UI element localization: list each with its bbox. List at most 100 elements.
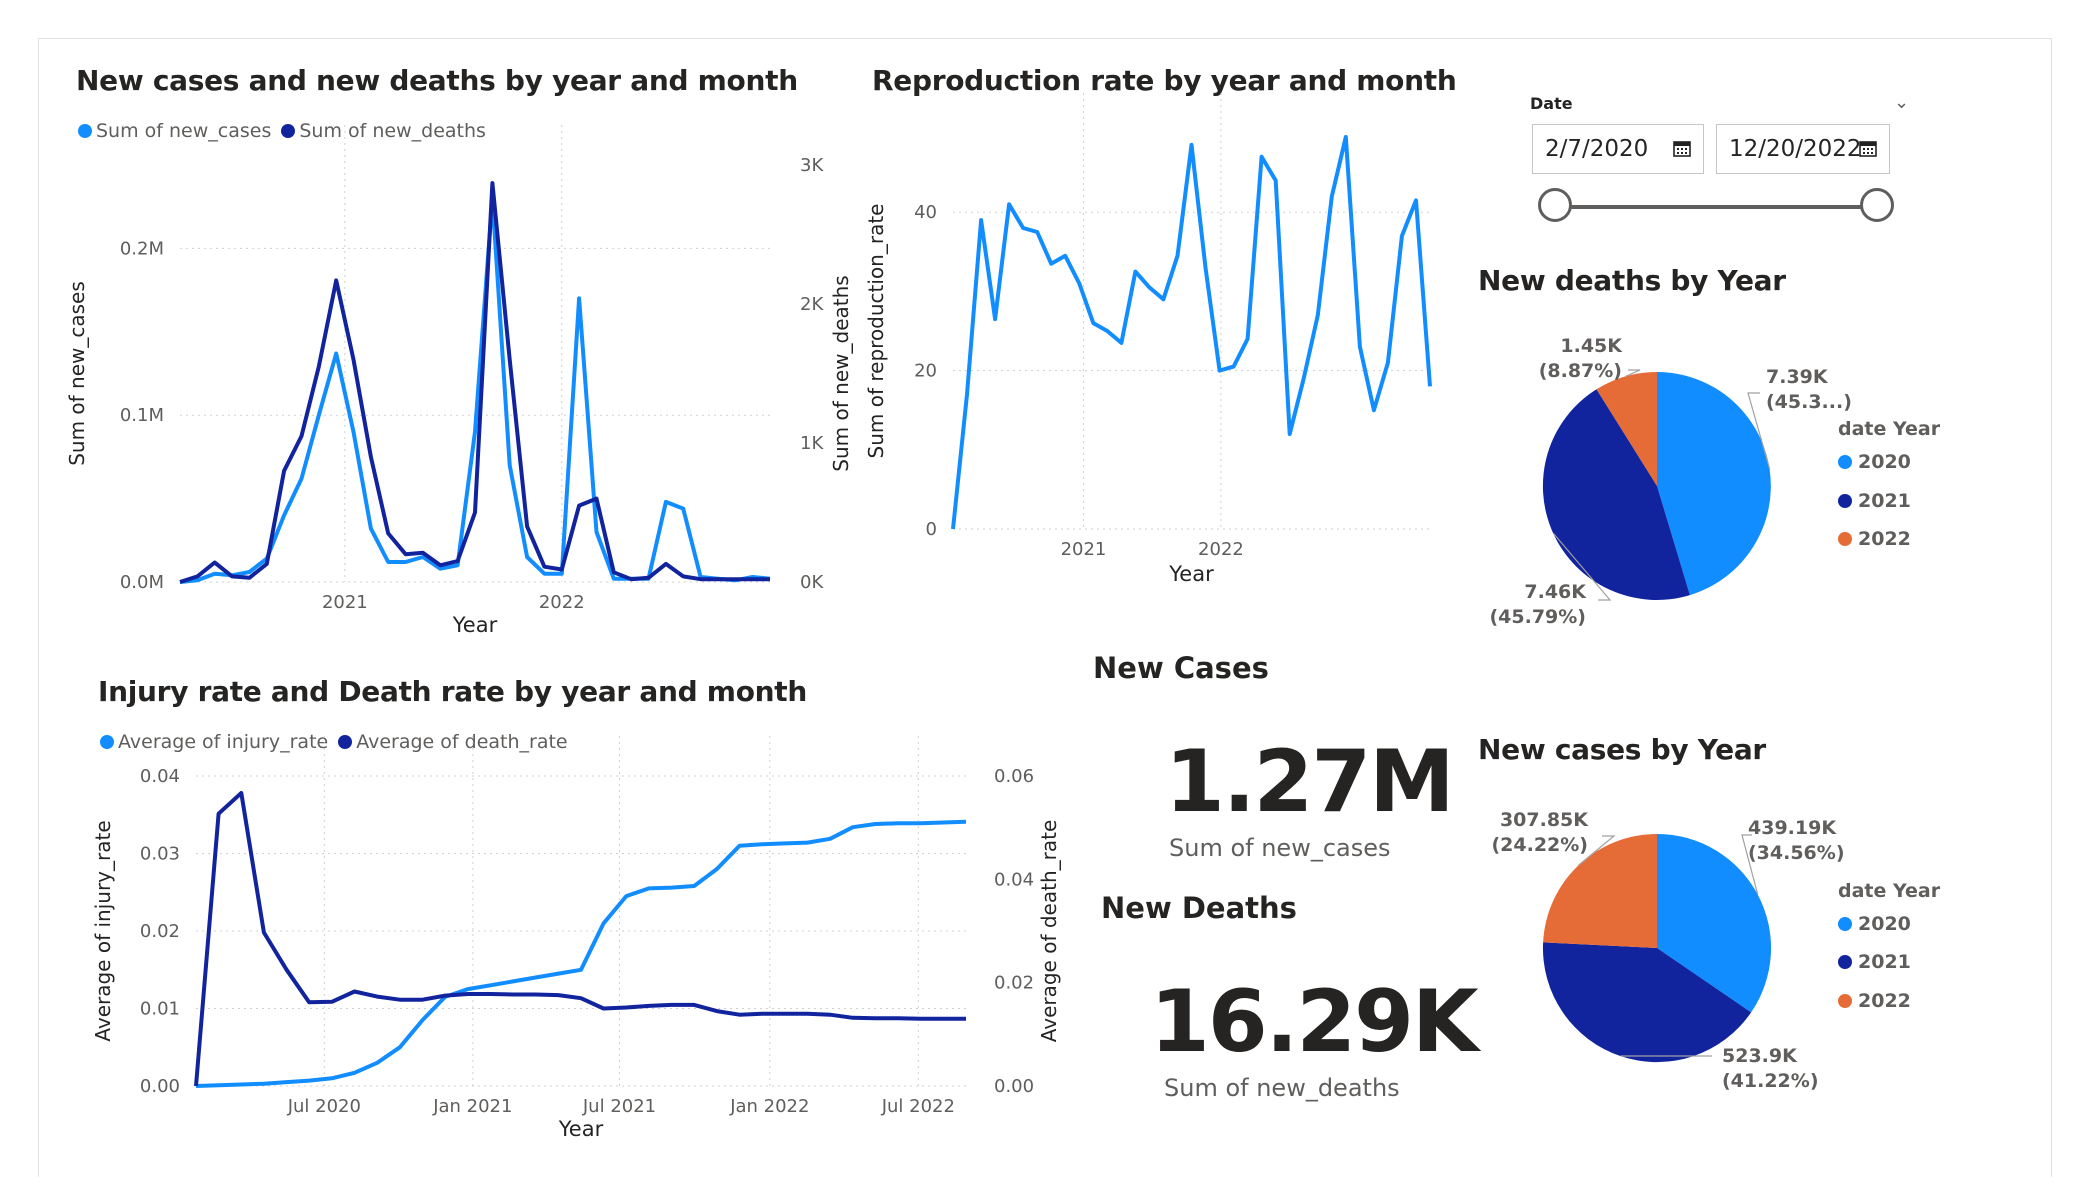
- card-title-new-cases: New Cases: [1093, 651, 1269, 685]
- pie-data-label: 307.85K: [1500, 809, 1589, 831]
- x-tick-label: 2022: [539, 592, 585, 613]
- x-tick-label: Jan 2022: [729, 1096, 809, 1117]
- pie-slice-2020: [1657, 372, 1771, 596]
- chart-title-reproduction: Reproduction rate by year and month: [872, 64, 1457, 97]
- x-tick-label: Jul 2020: [287, 1096, 361, 1117]
- y2-tick-label: 1K: [800, 433, 824, 454]
- card-value-new-deaths: 16.29K: [1150, 972, 1479, 1072]
- series-line-sum-of-new_cases: [179, 196, 771, 584]
- pie-legend-item-2021[interactable]: 2021: [1838, 490, 1911, 512]
- pie-legend-item-2020[interactable]: 2020: [1838, 451, 1911, 473]
- pie-legend-title: date Year: [1838, 418, 1941, 440]
- pie-data-label: 7.46K: [1524, 581, 1587, 603]
- report-canvas: [38, 38, 2052, 1177]
- y2-tick-label: 0K: [800, 572, 824, 593]
- y2-tick-label: 0.06: [994, 766, 1034, 787]
- y-tick-label: 20: [914, 361, 937, 382]
- legend-item-new-cases[interactable]: Sum of new_cases: [78, 120, 271, 142]
- y-axis-title: Sum of new_cases: [65, 281, 89, 466]
- y2-tick-label: 0.04: [994, 869, 1034, 890]
- calendar-icon[interactable]: [1859, 139, 1877, 157]
- end-date-input[interactable]: 12/20/2022: [1716, 124, 1890, 174]
- y2-axis-title: Sum of new_deaths: [829, 275, 853, 471]
- legend-item-injury-rate[interactable]: Average of injury_rate: [100, 731, 328, 753]
- x-tick-label: Jul 2021: [582, 1096, 656, 1117]
- y-tick-label: 0.2M: [120, 238, 164, 259]
- chart-title-cases-pie: New cases by Year: [1478, 733, 1766, 766]
- pie-legend-item-2021[interactable]: 2021: [1838, 951, 1911, 973]
- card-title-new-deaths: New Deaths: [1101, 891, 1297, 925]
- y2-tick-label: 0.02: [994, 973, 1034, 994]
- chart-title-cases-deaths: New cases and new deaths by year and mon…: [76, 64, 798, 97]
- slicer-title: Date: [1530, 94, 1573, 113]
- date-range-track[interactable]: [1555, 205, 1877, 209]
- y-tick-label: 0.0M: [120, 572, 164, 593]
- legend-cases-deaths[interactable]: Sum of new_cases Sum of new_deaths: [78, 120, 496, 142]
- pie-data-label-pct: (24.22%): [1491, 834, 1588, 856]
- x-tick-label: Jul 2022: [881, 1096, 955, 1117]
- pie-leader-line: [1552, 532, 1612, 601]
- x-tick-label: Jan 2021: [432, 1096, 512, 1117]
- y2-tick-label: 0.00: [994, 1076, 1034, 1097]
- pie-data-label-pct: (45.79%): [1489, 606, 1586, 628]
- series-line-average-of-death_rate: [194, 791, 966, 1087]
- pie-legend-title: date Year: [1838, 880, 1941, 902]
- y-tick-label: 0.04: [140, 766, 180, 787]
- x-tick-label: 2022: [1198, 539, 1244, 560]
- chart-title-rates: Injury rate and Death rate by year and m…: [98, 675, 807, 708]
- card-label-new-deaths: Sum of new_deaths: [1164, 1074, 1400, 1102]
- y-tick-label: 0.00: [140, 1076, 180, 1097]
- pie-leader-line: [1578, 835, 1616, 866]
- y-tick-label: 0.1M: [120, 405, 164, 426]
- date-range-end-handle[interactable]: [1860, 188, 1894, 222]
- pie-data-label-pct: (34.56%): [1748, 842, 1845, 864]
- end-date-value: 12/20/2022: [1729, 136, 1862, 162]
- y2-axis-title: Average of death_rate: [1037, 820, 1061, 1043]
- x-tick-label: 2021: [1061, 539, 1107, 560]
- x-axis-title: Year: [1168, 562, 1214, 586]
- pie-data-label-pct: (45.3...): [1766, 391, 1852, 413]
- start-date-value: 2/7/2020: [1545, 136, 1649, 162]
- legend-item-new-deaths[interactable]: Sum of new_deaths: [281, 120, 486, 142]
- pie-legend-item-2022[interactable]: 2022: [1838, 528, 1911, 550]
- series-line-sum-of-new_deaths: [179, 181, 770, 584]
- pie-legend-item-2022[interactable]: 2022: [1838, 990, 1911, 1012]
- start-date-input[interactable]: 2/7/2020: [1532, 124, 1704, 174]
- pie-slice-2020: [1657, 834, 1772, 1013]
- pie-slice-2021: [1542, 942, 1752, 1063]
- pie-slice-2021: [1542, 389, 1690, 600]
- y2-tick-label: 2K: [800, 294, 824, 315]
- x-axis-title: Year: [558, 1117, 604, 1141]
- y2-tick-label: 3K: [800, 155, 824, 176]
- pie-leader-line: [1747, 392, 1771, 470]
- pie-data-label-pct: (41.22%): [1722, 1070, 1819, 1092]
- chart-title-deaths-pie: New deaths by Year: [1478, 264, 1786, 297]
- y-tick-label: 0.03: [140, 844, 180, 865]
- calendar-icon[interactable]: [1673, 139, 1691, 157]
- y-axis-title: Sum of reproduction_rate: [864, 204, 888, 459]
- y-tick-label: 0.02: [140, 921, 180, 942]
- x-axis-title: Year: [452, 613, 498, 637]
- pie-data-label: 1.45K: [1560, 335, 1623, 357]
- y-tick-label: 0.01: [140, 999, 180, 1020]
- pie-data-label: 7.39K: [1766, 366, 1829, 388]
- card-label-new-cases: Sum of new_cases: [1169, 834, 1391, 862]
- pie-leader-line: [1625, 369, 1641, 377]
- date-range-start-handle[interactable]: [1538, 188, 1572, 222]
- pie-slice-2022: [1543, 833, 1657, 948]
- legend-rates[interactable]: Average of injury_rate Average of death_…: [100, 731, 578, 753]
- pie-legend-item-2020[interactable]: 2020: [1838, 913, 1911, 935]
- y-tick-label: 0: [926, 519, 937, 540]
- pie-slice-2022: [1596, 371, 1657, 486]
- pie-data-label: 439.19K: [1748, 817, 1837, 839]
- series-line-average-of-injury_rate: [195, 819, 967, 1088]
- legend-item-death-rate[interactable]: Average of death_rate: [338, 731, 568, 753]
- x-tick-label: 2021: [322, 592, 368, 613]
- pie-data-label-pct: (8.87%): [1539, 360, 1622, 382]
- series-line-reproduction-rate: [951, 135, 1432, 530]
- chevron-down-icon[interactable]: ⌄: [1894, 92, 1910, 113]
